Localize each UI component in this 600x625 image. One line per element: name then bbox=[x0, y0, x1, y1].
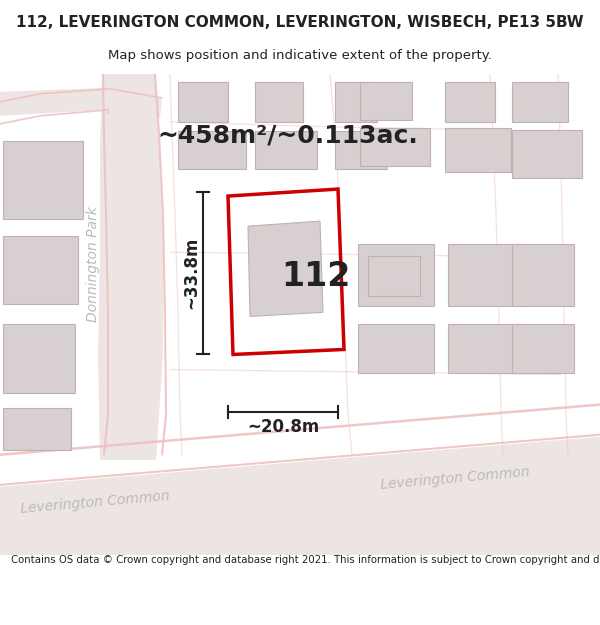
Bar bbox=[3, 324, 75, 392]
Bar bbox=[360, 128, 430, 166]
Text: Map shows position and indicative extent of the property.: Map shows position and indicative extent… bbox=[108, 49, 492, 62]
Bar bbox=[335, 82, 377, 122]
Bar bbox=[445, 82, 495, 122]
Polygon shape bbox=[98, 74, 164, 460]
Bar bbox=[335, 131, 387, 169]
Bar bbox=[255, 82, 303, 122]
Bar bbox=[255, 131, 317, 169]
Bar bbox=[3, 408, 71, 450]
Bar bbox=[368, 256, 420, 296]
Polygon shape bbox=[0, 437, 600, 555]
Bar bbox=[445, 128, 511, 172]
Bar bbox=[3, 236, 78, 304]
Bar bbox=[512, 82, 568, 122]
Bar bbox=[360, 82, 412, 120]
Polygon shape bbox=[0, 88, 162, 136]
Polygon shape bbox=[248, 221, 323, 316]
Text: Donnington Park: Donnington Park bbox=[86, 206, 100, 322]
Bar bbox=[3, 141, 83, 219]
Bar bbox=[512, 324, 574, 372]
Bar bbox=[358, 244, 434, 306]
Bar bbox=[358, 324, 434, 372]
Text: Contains OS data © Crown copyright and database right 2021. This information is : Contains OS data © Crown copyright and d… bbox=[11, 555, 600, 565]
Text: ~33.8m: ~33.8m bbox=[182, 237, 200, 309]
Bar bbox=[178, 131, 246, 169]
Bar bbox=[178, 82, 228, 122]
Text: ~458m²/~0.113ac.: ~458m²/~0.113ac. bbox=[158, 124, 418, 148]
Text: ~20.8m: ~20.8m bbox=[247, 418, 319, 436]
Text: 112: 112 bbox=[281, 260, 350, 292]
Text: Leverington Common: Leverington Common bbox=[20, 489, 170, 516]
Bar bbox=[448, 244, 524, 306]
Bar bbox=[448, 324, 524, 372]
Bar bbox=[512, 244, 574, 306]
Text: Leverington Common: Leverington Common bbox=[380, 465, 530, 492]
Text: 112, LEVERINGTON COMMON, LEVERINGTON, WISBECH, PE13 5BW: 112, LEVERINGTON COMMON, LEVERINGTON, WI… bbox=[16, 14, 584, 29]
Bar bbox=[512, 130, 582, 178]
